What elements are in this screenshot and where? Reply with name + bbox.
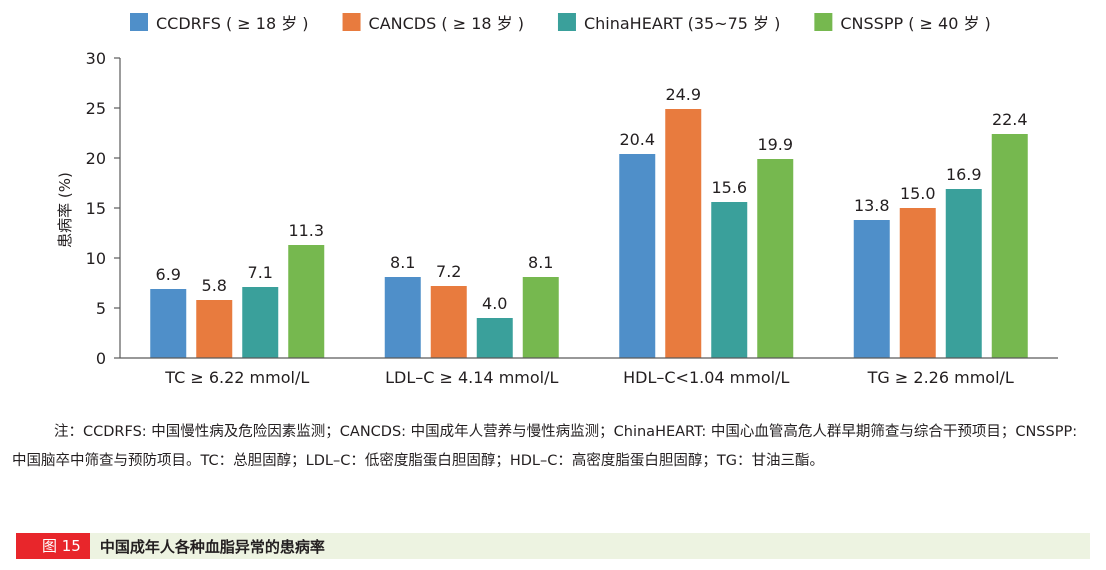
chart-footnote: 注：CCDRFS: 中国慢性病及危险因素监测；CANCDS: 中国成年人营养与慢… <box>12 418 1094 476</box>
bar-value-label: 16.9 <box>946 165 982 184</box>
bar-value-label: 11.3 <box>288 221 324 240</box>
y-tick-label: 30 <box>86 49 106 68</box>
figure-caption: 图 15 中国成年人各种血脂异常的患病率 <box>16 533 1090 559</box>
bar-value-label: 15.6 <box>711 178 747 197</box>
bar <box>757 159 794 358</box>
y-tick-label: 20 <box>86 149 106 168</box>
bar-value-label: 7.2 <box>436 262 461 281</box>
y-tick-label: 25 <box>86 99 106 118</box>
bar-value-label: 6.9 <box>156 265 181 284</box>
bar-value-label: 8.1 <box>390 253 415 272</box>
chart-legend: CCDRFS ( ≥ 18 岁 ) CANCDS ( ≥ 18 岁 ) ChinaH… <box>130 13 991 33</box>
bar <box>150 289 187 358</box>
legend-label: CCDRFS ( ≥ 18 岁 ) <box>156 14 309 33</box>
bar-value-label: 5.8 <box>202 276 227 295</box>
legend-swatch <box>557 13 576 31</box>
bar <box>711 202 748 358</box>
bar <box>853 220 890 358</box>
bar <box>288 245 325 358</box>
x-tick-label: LDL–C ≥ 4.14 mmol/L <box>385 368 558 387</box>
bar-value-label: 19.9 <box>757 135 793 154</box>
bar <box>665 109 702 358</box>
bar <box>476 318 513 358</box>
y-tick-label: 5 <box>96 299 106 318</box>
bar-value-label: 8.1 <box>528 253 553 272</box>
legend-label: CNSSPP ( ≥ 40 岁 ) <box>840 14 990 33</box>
bar <box>899 208 936 358</box>
y-axis: 0 5 10 15 20 25 30 <box>86 49 121 368</box>
bar <box>384 277 421 358</box>
chart-bars <box>150 109 1028 358</box>
x-axis: TC ≥ 6.22 mmol/L LDL–C ≥ 4.14 mmol/L HDL–C… <box>120 357 1058 387</box>
legend-label: CANCDS ( ≥ 18 岁 ) <box>369 14 524 33</box>
figure-title: 中国成年人各种血脂异常的患病率 <box>99 537 325 556</box>
bar-value-label: 7.1 <box>248 263 273 282</box>
y-tick-label: 15 <box>86 199 106 218</box>
bar-value-label: 20.4 <box>619 130 655 149</box>
legend-swatch <box>342 13 361 31</box>
footnote-text: 注：CCDRFS: 中国慢性病及危险因素监测；CANCDS: 中国成年人营养与慢… <box>12 424 1078 469</box>
legend-swatch <box>814 13 833 31</box>
bar <box>991 134 1028 358</box>
y-axis-label: 患病率 (%) <box>56 172 74 248</box>
legend-swatch <box>130 13 148 31</box>
x-tick-label: TG ≥ 2.26 mmol/L <box>867 368 1014 387</box>
y-tick-label: 0 <box>96 349 106 368</box>
x-tick-label: TC ≥ 6.22 mmol/L <box>164 368 309 387</box>
bar-value-label: 24.9 <box>665 85 701 104</box>
x-tick-label: HDL–C<1.04 mmol/L <box>623 368 789 387</box>
bar-value-labels: 6.9 5.8 7.1 11.3 8.1 7.2 4.0 8.1 20.4 24.9 15.6 19.… <box>156 85 1028 313</box>
bar <box>619 154 656 358</box>
bar-value-label: 4.0 <box>482 294 507 313</box>
bar <box>430 286 467 358</box>
bar <box>945 189 982 358</box>
bar <box>522 277 559 358</box>
bar-value-label: 15.0 <box>900 184 936 203</box>
bar-chart: CCDRFS ( ≥ 18 岁 ) CANCDS ( ≥ 18 岁 ) ChinaH… <box>56 13 1058 387</box>
legend-label: ChinaHEART (35~75 岁 ) <box>584 14 780 33</box>
bar <box>242 287 279 358</box>
figure-number-badge: 图 15 <box>16 533 90 559</box>
bar-value-label: 22.4 <box>992 110 1028 129</box>
y-tick-label: 10 <box>86 249 106 268</box>
bar-value-label: 13.8 <box>854 196 890 215</box>
bar <box>196 300 233 358</box>
